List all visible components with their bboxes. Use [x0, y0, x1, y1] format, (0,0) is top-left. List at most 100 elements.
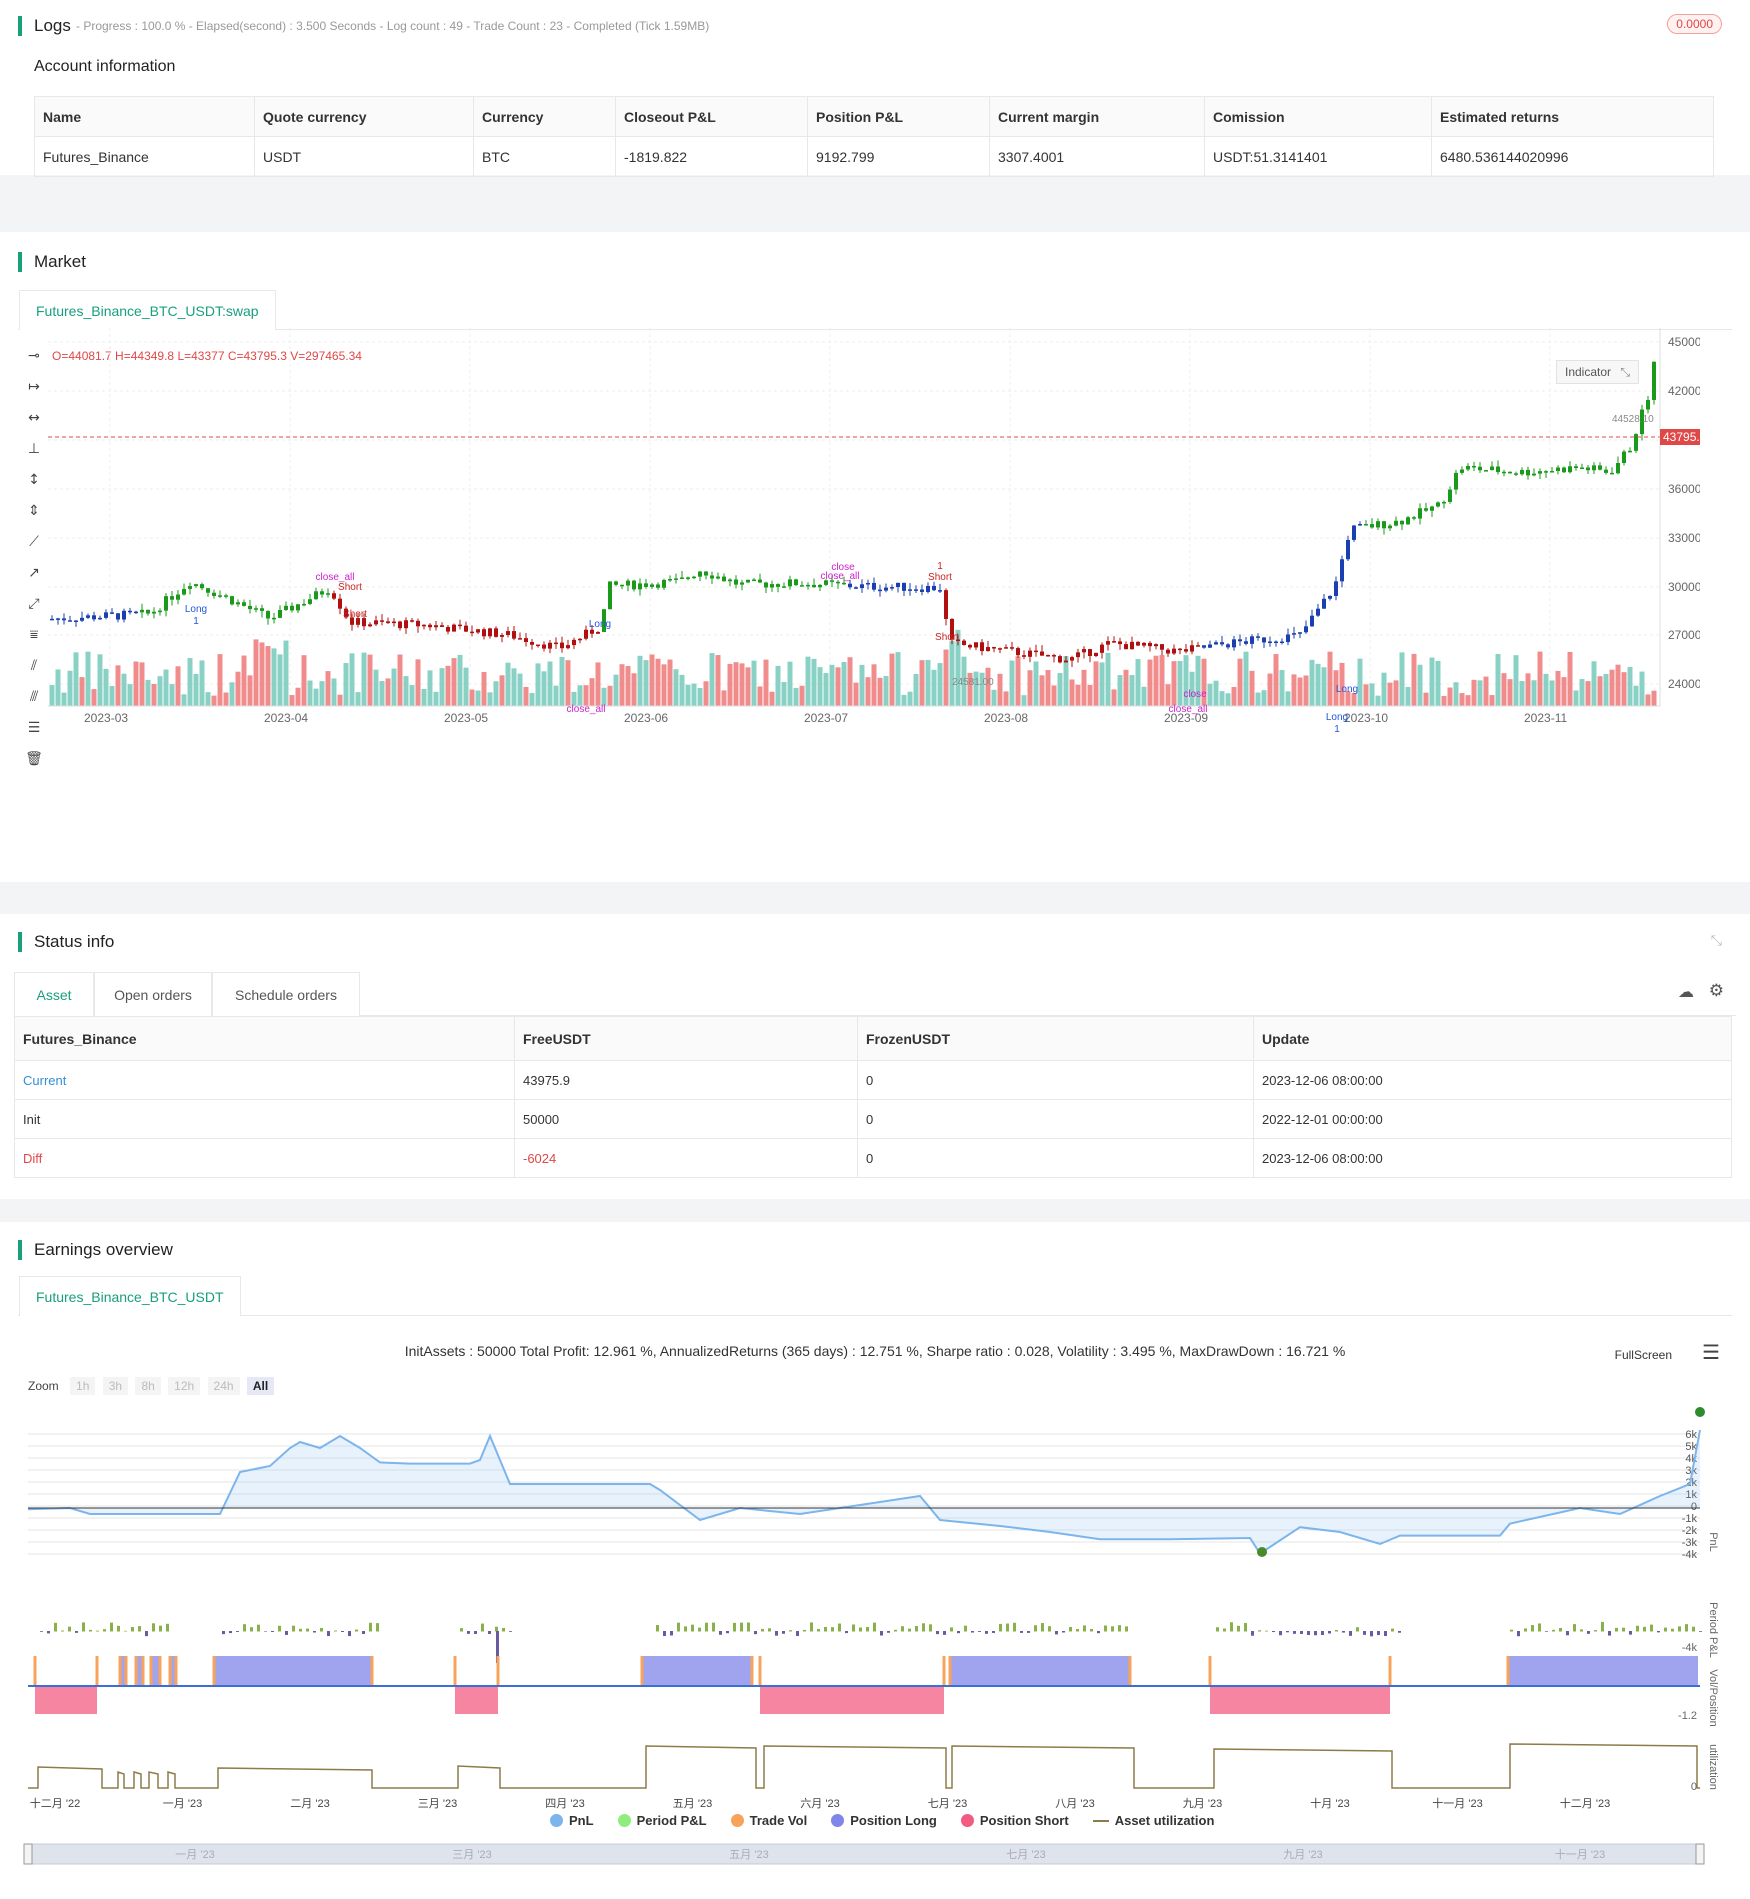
volume-bar — [379, 680, 385, 706]
period-pnl-bar — [999, 1623, 1002, 1632]
x-tick-label: 2023-08 — [984, 711, 1028, 725]
candle-body — [1526, 469, 1530, 476]
fullscreen-button[interactable]: FullScreen — [1614, 1348, 1672, 1362]
earnings-symbol-tab[interactable]: Futures_Binance_BTC_USDT — [19, 1276, 241, 1316]
candle-body — [1544, 471, 1548, 473]
status-tab-strip — [14, 972, 1736, 1016]
period-pnl-bar — [1251, 1631, 1254, 1636]
volume-bar — [679, 674, 685, 706]
legend-position-long[interactable]: Position Long — [831, 1813, 937, 1828]
position-long-block — [950, 1656, 1130, 1686]
volume-bar — [685, 684, 691, 706]
asset-row-label: Init — [14, 1099, 515, 1139]
candle-body — [998, 648, 1002, 650]
arrow-line-icon[interactable]: ⤢ — [28, 596, 40, 612]
candlestick-chart[interactable]: 45000.0042000.0039000.0036000.0033000.00… — [0, 232, 1700, 832]
candle-body — [1532, 473, 1536, 476]
period-pnl-bar — [334, 1630, 337, 1632]
volume-bar — [889, 653, 895, 706]
earnings-x-tick: 八月 '23 — [1055, 1798, 1094, 1810]
account-cell: BTC — [473, 136, 616, 177]
asset-row-label: Diff — [14, 1138, 515, 1178]
period-pnl-bar — [1573, 1624, 1576, 1632]
download-icon[interactable]: ☁ — [1678, 984, 1694, 1001]
volume-bar — [1231, 686, 1237, 706]
volume-bar — [871, 664, 877, 706]
volume-bar — [1609, 669, 1615, 706]
parallel-channel-icon[interactable]: ⫽ — [30, 658, 38, 674]
period-tick: -4k — [1682, 1642, 1698, 1654]
volume-bar — [151, 683, 157, 706]
fib-channel-icon[interactable]: ⫻ — [29, 689, 39, 705]
status-title: Status info — [18, 932, 114, 952]
period-pnl-bar — [1552, 1629, 1555, 1632]
vertical-line-icon[interactable]: ⊥ — [27, 441, 41, 457]
horizontal-line-icon[interactable]: ⊸ — [28, 348, 40, 364]
menu-icon[interactable]: ☰ — [1702, 1342, 1720, 1364]
volume-bar — [1189, 671, 1195, 706]
legend-short-dot — [960, 1814, 974, 1827]
vertical-segment-icon[interactable]: ↕ — [28, 472, 40, 488]
period-pnl-bar — [376, 1623, 379, 1632]
price-line-icon[interactable]: ⩸ — [29, 627, 39, 643]
navigator-left-handle[interactable] — [23, 1843, 33, 1865]
collapse-icon[interactable]: ⤡ — [1710, 932, 1722, 948]
volume-bar — [1567, 651, 1573, 706]
legend-pnl[interactable]: PnL — [550, 1813, 594, 1828]
asset-row-init: Init 50000 0 2022-12-01 00:00:00 — [14, 1099, 1732, 1139]
navigator-right-handle[interactable] — [1695, 1843, 1705, 1865]
zoom-8h-button[interactable]: 8h — [135, 1377, 161, 1395]
ray-line-icon[interactable]: ↗ — [28, 565, 40, 581]
candle-body — [122, 610, 126, 620]
legend-position-short[interactable]: Position Short — [960, 1813, 1069, 1828]
period-pnl-bar — [292, 1625, 295, 1632]
period-pnl-bar — [733, 1622, 736, 1632]
tab-schedule-orders[interactable]: Schedule orders — [212, 972, 360, 1016]
trade-vol-bar — [95, 1656, 99, 1686]
fibonacci-icon[interactable]: ☰ — [27, 720, 41, 736]
zoom-all-button[interactable]: All — [246, 1377, 275, 1395]
logs-panel: Logs - Progress : 100.0 % - Elapsed(seco… — [0, 0, 1750, 177]
volume-bar — [1171, 661, 1177, 706]
candle-body — [1454, 472, 1458, 490]
period-pnl-bar — [1104, 1625, 1107, 1632]
legend-period-pnl[interactable]: Period P&L — [617, 1813, 707, 1828]
candle-body — [740, 582, 744, 585]
volume-bar — [1141, 686, 1147, 706]
trash-icon[interactable]: 🗑 — [25, 751, 43, 767]
gear-icon[interactable]: ⚙ — [1708, 981, 1724, 1000]
candle-body — [902, 582, 906, 591]
candle-body — [1364, 524, 1368, 526]
candle-body — [1424, 508, 1428, 511]
earnings-tab-strip — [18, 1276, 1732, 1316]
navigator-track[interactable] — [23, 1843, 1705, 1865]
vertical-ray-icon[interactable]: ⇕ — [28, 503, 40, 519]
asset-header: Futures_Binance — [14, 1016, 515, 1061]
trend-line-icon[interactable]: ⟋ — [29, 534, 39, 550]
period-pnl-bar — [1643, 1626, 1646, 1632]
candle-body — [1370, 524, 1374, 528]
period-pnl-bar — [796, 1631, 799, 1637]
volume-bar — [985, 667, 991, 706]
extended-line-icon[interactable]: ↔ — [28, 410, 40, 426]
zoom-24h-button[interactable]: 24h — [207, 1377, 240, 1395]
horizontal-ray-icon[interactable]: ↦ — [28, 379, 40, 395]
candle-body — [986, 647, 990, 652]
candle-body — [326, 593, 330, 595]
legend-asset-utilization[interactable]: Asset utilization — [1092, 1813, 1214, 1828]
zoom-3h-button[interactable]: 3h — [102, 1377, 129, 1395]
zoom-1h-button[interactable]: 1h — [70, 1377, 96, 1395]
zoom-12h-button[interactable]: 12h — [168, 1377, 201, 1395]
tab-asset[interactable]: Asset — [14, 972, 94, 1016]
candle-body — [170, 596, 174, 600]
legend-trade-vol[interactable]: Trade Vol — [730, 1813, 807, 1828]
period-pnl-bar — [1216, 1627, 1219, 1632]
volume-bar — [535, 663, 541, 706]
candle-body — [842, 582, 846, 585]
tab-open-orders[interactable]: Open orders — [94, 972, 212, 1016]
indicator-button[interactable]: Indicator ⤡ — [1556, 360, 1639, 384]
candle-body — [1298, 632, 1302, 634]
market-symbol-tab[interactable]: Futures_Binance_BTC_USDT:swap — [19, 290, 276, 330]
period-pnl-bar — [691, 1624, 694, 1632]
